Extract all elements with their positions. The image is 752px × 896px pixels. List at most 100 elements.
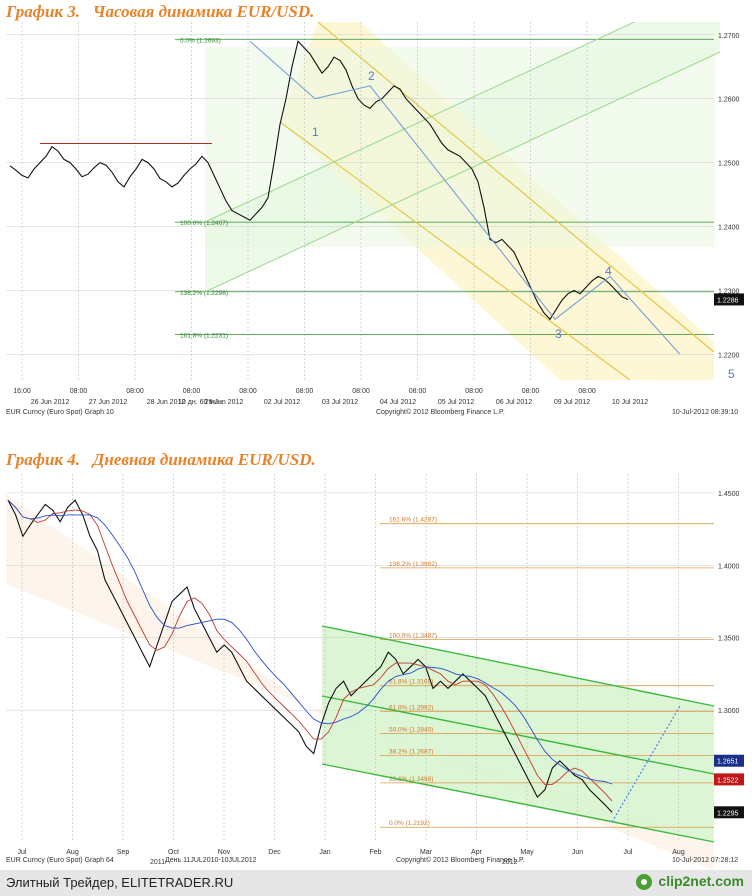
chart3-x-bottom-tick: 28 Jun 2012	[147, 399, 186, 406]
chart4-x-tick: Jan	[319, 849, 330, 856]
chart4-footer-left: EUR Curncy (Euro Spot) Graph 64	[6, 857, 114, 864]
chart4-x-tick: Oct	[168, 849, 179, 856]
chart4-year-label: 2012	[502, 859, 518, 866]
chart4-fib-label: 0.0% (1.2192)	[389, 820, 430, 827]
chart3-x-top-tick: 08:00	[70, 388, 88, 395]
chart3-x-bottom-tick: 05 Jul 2012	[438, 399, 474, 406]
footer-text: Элитный Трейдер, ELITETRADER.RU	[6, 875, 234, 890]
chart4-svg: Jul Aug Sep Oct Nov Dec Jan Feb Mar Apr May Jun Jul A…	[0, 474, 752, 870]
chart3-x-top-tick: 08:00	[522, 388, 540, 395]
chart4-price-tag-label: 1.2295	[717, 810, 739, 817]
chart3-wave-label: 3	[555, 327, 562, 341]
chart3-wave-label: 4	[605, 264, 612, 278]
chart4-price-line	[7, 499, 613, 813]
chart3-x-top-tick: 08:00	[183, 388, 201, 395]
chart3-price-line	[9, 40, 629, 321]
chart3-x-top-tick: 08:00	[465, 388, 483, 395]
chart3-channel-upper	[317, 22, 715, 353]
chart3-x-top-tick: 08:00	[352, 388, 370, 395]
chart3-footer-left: EUR Curncy (Euro Spot) Graph 10	[6, 409, 114, 416]
chart3-channel-lower	[279, 121, 631, 381]
chart3-y-tick: 1.2200	[718, 352, 740, 359]
chart4-price-tag	[714, 773, 744, 786]
chart3-x-top-tick: 08:00	[126, 388, 144, 395]
chart3-wave-path	[249, 40, 681, 355]
chart4-fib-label: 38.2% (1.2687)	[389, 749, 433, 756]
chart4-channel-upper	[321, 625, 715, 707]
chart3-x-bottom-tick: 29 Jun 2012	[205, 399, 244, 406]
chart4-x-tick: Feb	[369, 849, 381, 856]
chart4-footer-center: Copyright© 2012 Bloomberg Finance L.P.	[396, 856, 525, 864]
chart4-y-tick: 1.3000	[718, 708, 740, 715]
chart3-price-tag	[714, 293, 744, 306]
chart3-x-top-tick: 16:00	[13, 388, 31, 395]
chart3-green-zone	[205, 47, 715, 247]
chart3-y-tick: 1.2600	[718, 97, 740, 104]
chart3-y-tick: 1.2300	[718, 289, 740, 296]
chart3-title: График 3. Часовая динамика EUR/USD.	[6, 2, 315, 21]
chart4-x-tick: Sep	[117, 849, 130, 856]
chart3-x-bottom-tick: 10 Jul 2012	[612, 399, 648, 406]
chart4-x-tick: Mar	[420, 849, 433, 856]
chart3-green-upper	[204, 22, 636, 223]
chart4-footer-right: 10-Jul-2012 07:28:12	[672, 857, 738, 864]
chart3-footer-left2: 10 дн. 60 мин.	[178, 399, 224, 406]
chart4-x-tick: Aug	[66, 849, 79, 856]
chart3-fib-label: 0.0% (1.2693)	[180, 37, 221, 44]
chart4-x-tick: Jun	[572, 849, 583, 856]
chart4-x-tick: May	[520, 849, 534, 856]
chart4-channel-mid	[321, 695, 715, 775]
chart3-wave-label: 2	[368, 69, 375, 83]
chart4-fib-label: 138.2% (1.3982)	[389, 561, 437, 568]
chart4-footer-left2: День 11JUL2010-10JUL2012	[165, 857, 257, 864]
chart3-x-top-tick: 08:00	[578, 388, 596, 395]
chart4-ma-slow	[7, 499, 613, 785]
chart4-fib-label: 61.8% (1.3169)	[389, 679, 433, 686]
chart3-x-bottom-tick: 04 Jul 2012	[380, 399, 416, 406]
chart3-footer-center: Copyright© 2012 Bloomberg Finance L.P.	[376, 408, 505, 416]
chart4-ma-fast	[7, 499, 613, 802]
chart3-y-tick: 1.2500	[718, 161, 740, 168]
chart4-title: График 4. Дневная динамика EUR/USD.	[6, 450, 316, 469]
chart3-x-bottom-tick: 26 Jun 2012	[31, 399, 70, 406]
chart4-x-tick: Apr	[471, 849, 483, 856]
chart3-x-top-tick: 08:00	[239, 388, 257, 395]
chart4-fib-label: 23.6% (1.2498)	[389, 776, 433, 783]
chart4-x-tick: Nov	[218, 849, 231, 856]
chart4-y-tick: 1.4500	[718, 491, 740, 498]
chart3-price-tag-label: 1.2286	[717, 297, 739, 304]
chart4-long-channel	[6, 494, 714, 870]
chart3-x-top-tick: 08:00	[409, 388, 427, 395]
chart4-y-tick: 1.4000	[718, 563, 740, 570]
chart4-projection	[611, 705, 681, 823]
chart3-fib-label: 138.2% (1.2298)	[180, 290, 228, 297]
chart4-price-tag	[714, 754, 744, 767]
clip2net-icon	[635, 874, 652, 891]
chart4-green-channel	[322, 626, 714, 842]
chart4-x-tick: Jul	[18, 849, 27, 856]
chart3-x-bottom-tick: 27 Jun 2012	[89, 399, 128, 406]
chart3-svg: 16:00 08:00 08:00 08:00 08:00 08:00 08:00 08:00…	[0, 22, 752, 420]
chart3-x-bottom-tick: 09 Jul 2012	[554, 399, 590, 406]
chart3-green-lower	[204, 51, 721, 293]
chart4-channel-lower	[321, 763, 715, 843]
chart3-fib-label: 161.8% (1.2231)	[180, 333, 228, 340]
chart4-year-label: 2011	[150, 859, 165, 866]
chart4-x-tick: Jul	[624, 849, 633, 856]
chart3-y-tick: 1.2400	[718, 225, 740, 232]
chart4-x-tick: Dec	[268, 849, 281, 856]
brand-logo[interactable]: clip2net.com	[635, 873, 744, 891]
chart3-x-bottom-tick: 06 Jul 2012	[496, 399, 532, 406]
chart4-x-tick: Aug	[672, 849, 685, 856]
chart4-fib-label: 50.0% (1.2840)	[389, 726, 433, 733]
chart4-price-tag-label: 1.2651	[717, 759, 739, 766]
chart4-fib-label: 161.8% (1.4287)	[389, 517, 437, 524]
chart3-x-bottom-tick: 03 Jul 2012	[322, 399, 358, 406]
chart4-fib-label: 61.8% (1.2992)	[389, 704, 433, 711]
chart4-y-tick: 1.3500	[718, 636, 740, 643]
brand-label: clip2net.com	[658, 873, 744, 889]
chart3-wave-label: 5	[728, 367, 735, 381]
chart3-wave-label: 1	[312, 125, 319, 139]
chart3-y-tick: 1.2700	[718, 33, 740, 40]
chart3-panel: 16:00 08:00 08:00 08:00 08:00 08:00 08:00 08:00…	[0, 22, 752, 420]
